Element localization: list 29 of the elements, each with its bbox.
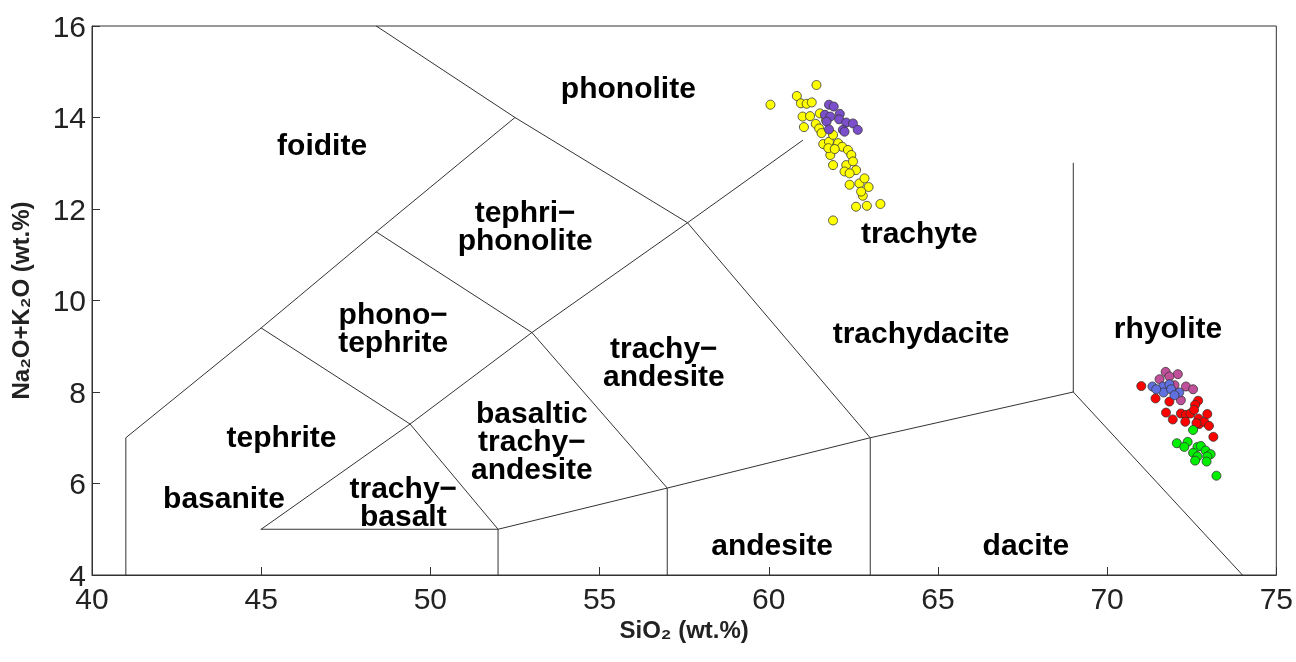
annotation: phonolite (560, 71, 696, 105)
x-tick-label: 60 (752, 581, 786, 615)
y-tick-label: 8 (69, 375, 86, 409)
annotation: trachydacite (832, 316, 1010, 350)
annotation: tephri− phonolite (457, 194, 593, 256)
x-tick-label: 65 (921, 581, 955, 615)
y-tick-label: 12 (52, 192, 86, 226)
x-tick-label: 55 (582, 581, 617, 615)
x-tick-label: 75 (1259, 581, 1293, 615)
annotation: basaltic trachy− andesite (471, 395, 593, 485)
x-axis-title: SiO₂ (wt.%) (619, 616, 749, 644)
annotation: dacite (982, 528, 1070, 562)
annotation: trachyte (860, 216, 978, 250)
x-tick-label: 50 (413, 581, 448, 615)
y-axis-title: Na₂O+K₂O (wt.%) (6, 201, 34, 400)
annotation: phono− tephrite (338, 297, 449, 359)
y-tick-label: 10 (52, 284, 86, 317)
y-tick-label: 14 (52, 101, 86, 134)
x-tick-label: 70 (1090, 581, 1124, 615)
annotation: basanite (163, 480, 285, 514)
annotation: andesite (711, 528, 833, 562)
y-tick-label: 6 (69, 467, 86, 500)
annotation: rhyolite (1113, 311, 1223, 345)
annotation: tephrite (226, 420, 337, 454)
y-tick-label: 16 (52, 9, 86, 43)
annotation: trachy− andesite (603, 331, 725, 393)
annotation: trachy− basalt (349, 471, 458, 533)
annotation: foidite (277, 128, 368, 162)
x-tick-label: 45 (244, 581, 278, 615)
